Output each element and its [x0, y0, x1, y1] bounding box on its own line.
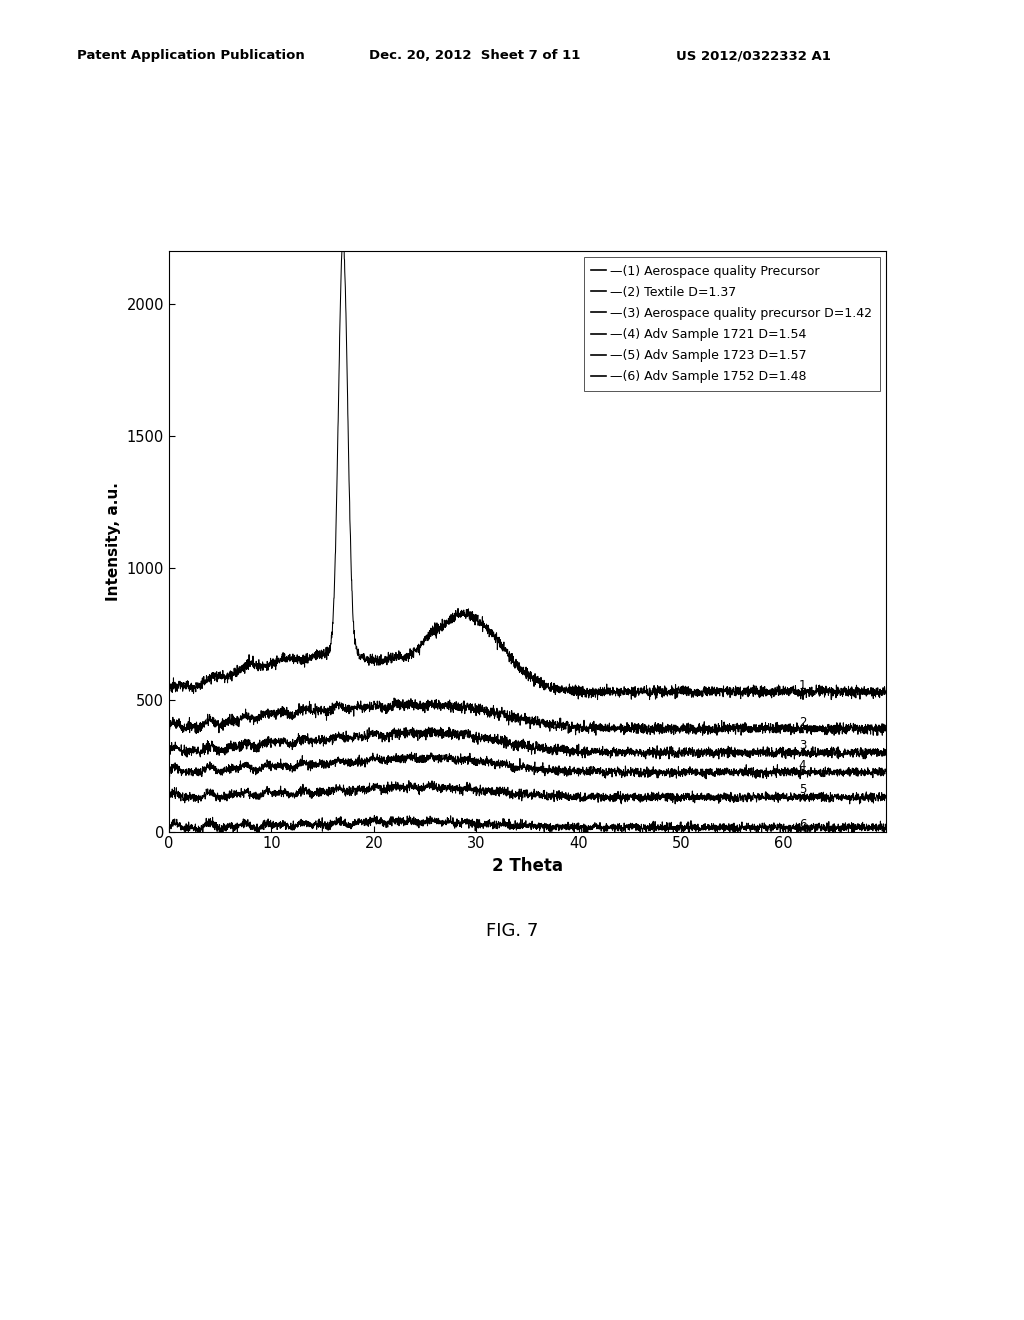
- Text: 3: 3: [799, 739, 806, 752]
- Text: 5: 5: [799, 783, 806, 796]
- X-axis label: 2 Theta: 2 Theta: [492, 857, 563, 875]
- Text: 4: 4: [799, 759, 806, 772]
- Text: Dec. 20, 2012  Sheet 7 of 11: Dec. 20, 2012 Sheet 7 of 11: [369, 49, 580, 62]
- Text: 6: 6: [799, 818, 806, 832]
- Text: 1: 1: [799, 678, 806, 692]
- Legend: —(1) Aerospace quality Precursor, —(2) Textile D=1.37, —(3) Aerospace quality pr: —(1) Aerospace quality Precursor, —(2) T…: [584, 257, 880, 391]
- Text: US 2012/0322332 A1: US 2012/0322332 A1: [676, 49, 830, 62]
- Text: FIG. 7: FIG. 7: [485, 921, 539, 940]
- Text: Patent Application Publication: Patent Application Publication: [77, 49, 304, 62]
- Y-axis label: Intensity, a.u.: Intensity, a.u.: [106, 482, 121, 601]
- Text: 2: 2: [799, 715, 806, 729]
